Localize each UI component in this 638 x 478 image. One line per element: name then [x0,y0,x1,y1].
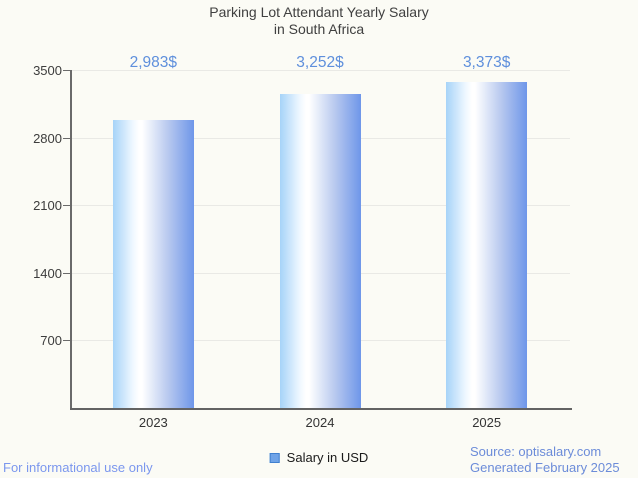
bar [112,119,194,408]
bar [279,93,361,408]
chart-title-line2: in South Africa [273,21,365,37]
y-tick-label: 2100 [33,198,62,214]
generated-line: Generated February 2025 [470,459,620,475]
source-attribution: Source: optisalary.com Generated Februar… [470,444,620,475]
x-category-label: 2023 [138,415,168,430]
disclaimer-text: For informational use only [3,460,153,475]
y-tick [63,340,70,342]
legend: Salary in USD [269,450,369,465]
y-tick [63,137,70,139]
y-tick [63,272,70,274]
chart-title-line1: Parking Lot Attendant Yearly Salary [209,4,429,20]
legend-label: Salary in USD [286,450,369,465]
y-tick-label: 700 [40,333,62,349]
source-line: Source: optisalary.com [470,444,602,459]
bar-value-label: 3,252$ [296,54,344,71]
x-category-label: 2024 [305,415,335,430]
y-tick-label: 2800 [33,130,62,146]
x-axis [70,408,572,410]
bar-value-label: 2,983$ [129,54,178,71]
y-tick-label: 1400 [33,265,62,281]
bar-value-label: 3,373$ [462,54,511,71]
y-tick-label: 3500 [33,63,62,78]
chart-title: Parking Lot Attendant Yearly Salary in S… [0,4,638,38]
bar [446,82,528,408]
y-tick [63,205,70,207]
x-category-label: 2025 [472,415,502,430]
y-axis [70,70,72,408]
legend-swatch-icon [269,452,280,463]
y-tick [63,70,70,71]
gridline [70,70,570,71]
